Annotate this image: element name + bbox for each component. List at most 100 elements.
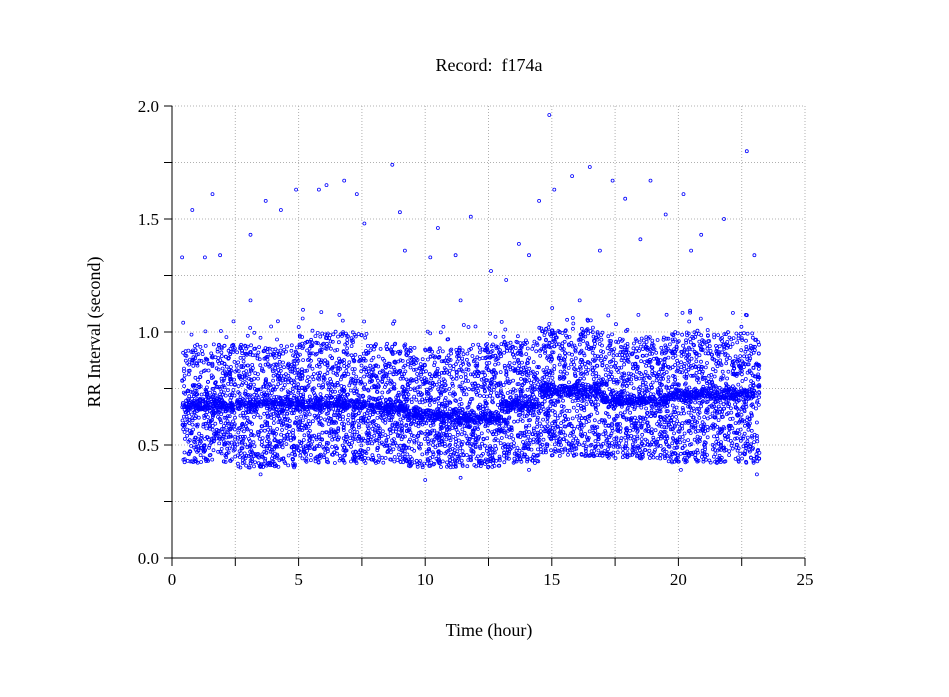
- data-point: [189, 412, 194, 417]
- data-point: [490, 415, 495, 420]
- data-point: [235, 350, 240, 355]
- data-point: [583, 334, 588, 339]
- data-point: [195, 377, 200, 382]
- data-point: [192, 459, 197, 464]
- data-point: [338, 454, 342, 458]
- data-point: [296, 325, 301, 329]
- data-point: [198, 344, 203, 349]
- data-point: [374, 404, 378, 409]
- data-point: [205, 435, 209, 439]
- data-point: [291, 433, 296, 438]
- data-point: [274, 401, 279, 406]
- data-point: [376, 385, 381, 390]
- data-point: [579, 429, 584, 434]
- data-point: [359, 363, 364, 368]
- data-point: [239, 440, 244, 445]
- data-point: [402, 343, 407, 348]
- data-point: [375, 390, 380, 394]
- data-point: [448, 348, 453, 353]
- data-point: [248, 453, 253, 457]
- data-point: [226, 403, 231, 408]
- data-point: [234, 363, 239, 368]
- data-point: [224, 364, 229, 369]
- data-point: [307, 363, 312, 368]
- data-point: [189, 443, 194, 448]
- data-point: [561, 398, 565, 403]
- data-point: [483, 424, 488, 429]
- data-point: [269, 412, 274, 417]
- data-point: [244, 463, 249, 468]
- data-point: [538, 444, 543, 449]
- data-point: [250, 450, 255, 455]
- data-point: [282, 347, 287, 352]
- data-point: [383, 365, 388, 369]
- data-point: [216, 431, 221, 436]
- data-point: [585, 397, 590, 402]
- data-point: [197, 398, 202, 403]
- data-point: [533, 461, 537, 465]
- data-point: [478, 446, 483, 451]
- data-point: [333, 383, 337, 388]
- data-point: [330, 437, 335, 442]
- data-point: [504, 400, 509, 405]
- data-point: [595, 425, 600, 430]
- data-point: [377, 434, 382, 439]
- data-point: [384, 362, 389, 367]
- data-point: [373, 374, 378, 379]
- data-point: [209, 351, 214, 356]
- data-point: [351, 403, 356, 408]
- data-point: [526, 434, 531, 439]
- data-point: [513, 346, 518, 351]
- data-point: [279, 343, 284, 348]
- data-point: [258, 415, 263, 420]
- data-point: [314, 437, 319, 442]
- data-point: [262, 392, 267, 397]
- data-point: [316, 383, 321, 388]
- data-point: [484, 448, 489, 453]
- data-point: [432, 400, 437, 404]
- data-point: [243, 456, 248, 461]
- data-point: [398, 358, 403, 363]
- data-point: [228, 398, 233, 403]
- data-point: [291, 428, 296, 433]
- data-point: [546, 377, 551, 382]
- data-point: [240, 434, 245, 439]
- data-point: [246, 454, 251, 458]
- data-point: [490, 447, 495, 451]
- data-point: [347, 383, 352, 388]
- data-point: [425, 458, 430, 463]
- data-point: [248, 350, 252, 355]
- data-point: [408, 349, 413, 353]
- data-point: [372, 364, 377, 369]
- data-point: [371, 367, 376, 372]
- data-point: [373, 438, 378, 443]
- data-point: [243, 434, 247, 439]
- data-point: [282, 438, 286, 443]
- data-point: [283, 417, 288, 422]
- data-point: [583, 446, 588, 451]
- data-point: [428, 398, 433, 403]
- data-point: [348, 388, 353, 393]
- data-point: [435, 369, 440, 374]
- data-point: [414, 356, 419, 361]
- data-point: [269, 324, 274, 329]
- data-point: [292, 449, 296, 454]
- data-point: [234, 368, 239, 373]
- data-point: [472, 425, 477, 430]
- data-point: [463, 372, 468, 377]
- data-point: [478, 393, 482, 398]
- data-point: [205, 415, 210, 420]
- data-point: [350, 330, 355, 335]
- data-point: [448, 447, 452, 452]
- data-point: [308, 453, 313, 457]
- data-point: [517, 448, 522, 453]
- data-point: [431, 422, 436, 427]
- data-point: [291, 411, 296, 416]
- data-point: [520, 360, 524, 365]
- data-point: [493, 411, 497, 416]
- data-point: [476, 369, 481, 374]
- data-point: [432, 428, 437, 433]
- data-point: [317, 374, 322, 379]
- data-point: [246, 407, 251, 412]
- data-point: [373, 398, 378, 402]
